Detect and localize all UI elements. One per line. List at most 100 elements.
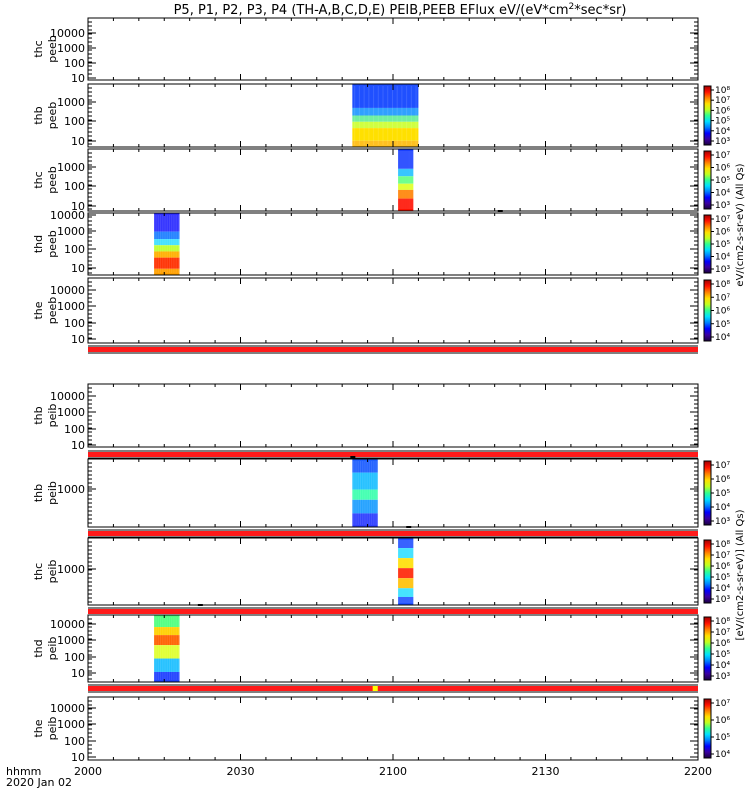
x-axis-label-format: hhmm	[6, 765, 41, 778]
y-tick-label: 10	[71, 439, 85, 452]
colorbar	[703, 539, 712, 604]
x-axis-label-date: 2020 Jan 02	[6, 776, 72, 789]
y-tick-label: 100	[64, 115, 85, 128]
quality-flag-bar	[88, 531, 698, 536]
panel-label-product: peeb	[46, 230, 59, 258]
colorbar-tick-label: 10⁶	[715, 475, 730, 485]
spectrogram-band	[154, 671, 180, 682]
colorbar-tick-label: 10³	[715, 265, 730, 275]
colorbar-tick-label: 10⁸	[715, 540, 730, 550]
panel-frame	[87, 277, 699, 344]
y-tick-label: 10000	[50, 284, 85, 297]
spectrogram-band	[352, 472, 378, 490]
y-tick-label: 1000	[57, 483, 85, 496]
colorbar-tick-label: 10⁵	[715, 240, 730, 250]
colorbar-tick-label: 10⁵	[715, 733, 730, 743]
spectrogram-band	[154, 239, 180, 246]
colorbar-tick-label: 10⁵	[715, 320, 730, 330]
y-tick-label: 1000	[57, 161, 85, 174]
colorbar-tick-label: 10⁵	[715, 176, 730, 186]
colorbar-tick-label: 10⁴	[715, 253, 730, 263]
spectrogram-band	[352, 128, 419, 141]
x-tick-label: 2200	[684, 765, 712, 778]
colorbar-tick-label: 10⁵	[715, 650, 730, 660]
colorbar-tick-label: 10⁴	[715, 333, 730, 343]
spectrogram-band	[154, 627, 180, 636]
panel-frame	[87, 696, 699, 761]
colorbar-tick-label: 10⁴	[715, 503, 730, 513]
colorbar-tick-label: 10³	[715, 137, 730, 147]
colorbar-label-peeb: eV/(cm2-s-sr-eV) (All Qs)	[735, 163, 746, 286]
colorbar-tick-label: 10⁷	[715, 461, 730, 471]
panel-label-probe: thb	[32, 406, 45, 424]
colorbar	[703, 616, 712, 681]
panel-label-probe: thd	[32, 639, 45, 657]
y-tick-label: 1000	[57, 300, 85, 313]
panel-frame	[87, 148, 699, 212]
colorbar-tick-label: 10⁶	[715, 307, 730, 317]
panel-label-probe: thb	[32, 106, 45, 124]
colorbar-tick-label: 10⁷	[715, 151, 730, 161]
spectrogram-band	[398, 149, 414, 169]
x-tick-label: 2000	[74, 765, 102, 778]
colorbar-tick-label: 10⁷	[715, 96, 730, 106]
chart-title-superscript: 2	[569, 2, 575, 12]
colorbar-tick-label: 10⁵	[715, 117, 730, 127]
quality-flag-bar	[88, 609, 698, 614]
y-tick-label: 10	[71, 751, 85, 764]
y-tick-label: 100	[64, 243, 85, 256]
spectrogram-band	[398, 578, 414, 589]
x-tick-label: 2130	[532, 765, 560, 778]
spectrogram-band	[154, 245, 180, 252]
panel-frame	[87, 537, 699, 606]
spectrogram-band	[352, 459, 378, 473]
colorbar-tick-label: 10⁴	[715, 189, 730, 199]
y-tick-label: 100	[64, 423, 85, 436]
y-tick-label: 1000	[57, 563, 85, 576]
y-tick-label: 1000	[57, 96, 85, 109]
y-tick-label: 1000	[57, 42, 85, 55]
quality-flag-bar	[88, 452, 698, 457]
colorbar-tick-label: 10³	[715, 595, 730, 605]
colorbar-tick-label: 10⁷	[715, 551, 730, 561]
spectrogram-band	[154, 268, 180, 275]
quality-flag-bar	[88, 686, 698, 691]
spectrogram-band	[154, 213, 180, 232]
colorbar	[703, 279, 712, 342]
y-tick-label: 10000	[50, 209, 85, 222]
spectrogram-band	[398, 198, 414, 211]
spectrogram-band	[352, 513, 378, 527]
panel-label-product: peib	[46, 481, 59, 505]
panel-frame	[87, 383, 699, 448]
spectrogram-band	[154, 658, 180, 672]
colorbar-tick-label: 10⁵	[715, 489, 730, 499]
spectrogram-band	[398, 568, 414, 579]
colorbar-tick-label: 10⁸	[715, 280, 730, 290]
spectrogram-band	[398, 588, 414, 597]
data-marker	[350, 456, 356, 458]
colorbar-tick-label: 10⁸	[715, 86, 730, 96]
y-tick-label: 10	[71, 200, 85, 213]
spectrogram-band	[398, 183, 414, 190]
colorbar-tick-label: 10⁶	[715, 228, 730, 238]
panel-label-product: peeb	[46, 35, 59, 63]
panel-the-peeb: 10000 1000 100 10 the peeb 10⁸ 10⁷ 10⁶ 10⁵ 10⁴	[32, 277, 730, 346]
y-tick-label: 10000	[50, 390, 85, 403]
panel-thd-peeb: 10000 1000 100 10 thd peeb 10⁷ 10⁶ 10⁵ 10⁴ 10³	[32, 209, 730, 276]
spectrogram-band	[352, 489, 378, 500]
colorbar-tick-label: 10⁶	[715, 106, 730, 116]
spectrogram-band	[398, 538, 414, 549]
panel-label-product: peib	[46, 560, 59, 584]
panel-label-product: peeb	[46, 166, 59, 194]
colorbar	[703, 698, 712, 759]
spectrogram-band	[398, 168, 414, 177]
colorbar-tick-label: 10⁴	[715, 584, 730, 594]
y-tick-label: 10	[71, 135, 85, 148]
panel-thb-peib: 10000 1000 100 10 thb peib	[32, 383, 699, 452]
colorbar-tick-label: 10⁷	[715, 293, 730, 303]
colorbar-tick-label: 10⁶	[715, 639, 730, 649]
panel-thc-peeb: 10000 1000 100 10 thc peeb	[32, 17, 699, 85]
